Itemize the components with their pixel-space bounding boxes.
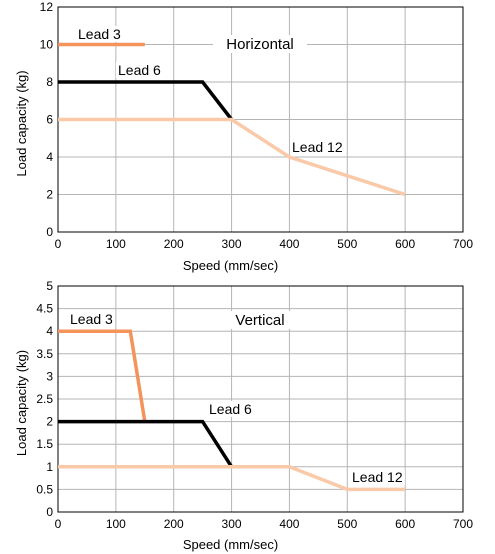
y-tick-labels: 0 2 4 6 8 10 12 xyxy=(40,0,54,239)
series-line-lead-6 xyxy=(58,80,233,121)
y-tick-label: 3 xyxy=(46,369,53,383)
x-tick-labels: 0 100 200 300 400 500 600 700 xyxy=(55,517,474,531)
y-tick-label: 2.5 xyxy=(36,392,53,406)
series-label-lead-6: Lead 6 xyxy=(209,401,252,417)
series-label-background xyxy=(207,401,255,417)
series-lines xyxy=(58,42,406,197)
x-tick-label: 300 xyxy=(222,237,242,251)
chart-title: Horizontal xyxy=(226,36,294,53)
y-tick-label: 2 xyxy=(46,188,53,202)
y-tick-label: 0.5 xyxy=(36,482,53,496)
y-tick-label: 4 xyxy=(46,324,53,338)
y-tick-label: 6 xyxy=(46,113,53,127)
y-tick-label: 5 xyxy=(46,279,53,293)
series-line-lead-6 xyxy=(58,419,234,468)
plot-frame xyxy=(57,285,464,513)
chart-title-group: Horizontal xyxy=(213,35,307,53)
y-tick-label: 0 xyxy=(46,505,53,519)
y-axis-label: Load capacity (kg) xyxy=(14,350,29,456)
x-tick-label: 0 xyxy=(55,517,62,531)
x-tick-label: 600 xyxy=(395,237,415,251)
y-tick-label: 0 xyxy=(46,225,53,239)
chart-title-group: Vertical xyxy=(225,311,295,329)
y-tick-label: 4 xyxy=(46,150,53,164)
y-tick-label: 1 xyxy=(46,460,53,474)
series-label-lead-3: Lead 3 xyxy=(70,311,113,327)
x-tick-label: 500 xyxy=(337,237,357,251)
y-tick-labels: 0 0.5 1 1.5 2 2.5 3 3.5 4 4.5 5 xyxy=(36,279,53,519)
series-label-background xyxy=(76,26,124,42)
series-label-lead-12: Lead 12 xyxy=(292,139,343,155)
series-label-background xyxy=(350,469,405,485)
y-tick-label: 1.5 xyxy=(36,437,53,451)
series-label-lead-6: Lead 6 xyxy=(118,62,161,78)
x-tick-label: 500 xyxy=(337,517,357,531)
chart-title-background xyxy=(225,311,295,329)
x-tick-labels: 0 100 200 300 400 500 600 700 xyxy=(55,237,474,251)
series-line-lead-3 xyxy=(58,329,147,422)
series-label-lead-12: Lead 12 xyxy=(352,469,403,485)
series-label-background xyxy=(116,62,164,78)
y-axis-label: Load capacity (kg) xyxy=(14,70,29,176)
x-tick-label: 200 xyxy=(164,517,184,531)
series-label-lead-3: Lead 3 xyxy=(78,26,121,42)
chart-title: Vertical xyxy=(235,312,284,329)
series-line-lead-12 xyxy=(58,117,406,197)
series-label-background xyxy=(68,311,116,327)
series-label-background xyxy=(290,139,345,155)
x-tick-label: 600 xyxy=(395,517,415,531)
series-labels: Lead 3 Lead 6 Lead 12 xyxy=(68,311,405,485)
y-tick-label: 12 xyxy=(40,0,54,14)
y-tick-label: 10 xyxy=(40,38,54,52)
series-line-lead-12 xyxy=(58,465,406,492)
x-axis-label: Speed (mm/sec) xyxy=(183,258,278,273)
chart-title-background xyxy=(213,35,307,53)
y-tick-label: 3.5 xyxy=(36,347,53,361)
x-tick-label: 100 xyxy=(106,517,126,531)
y-tick-label: 2 xyxy=(46,415,53,429)
x-tick-label: 100 xyxy=(106,237,126,251)
x-tick-label: 0 xyxy=(55,237,62,251)
x-tick-label: 400 xyxy=(279,237,299,251)
x-tick-label: 300 xyxy=(222,517,242,531)
chart-panel-vertical: 0 0.5 1 1.5 2 2.5 3 3.5 4 4.5 5 0 100 200 300 400 500 60… xyxy=(14,279,473,552)
x-axis-label: Speed (mm/sec) xyxy=(183,537,278,552)
series-lines xyxy=(58,329,406,492)
series-labels: Lead 3 Lead 6 Lead 12 xyxy=(76,26,345,155)
x-tick-label: 700 xyxy=(453,237,473,251)
x-tick-label: 400 xyxy=(279,517,299,531)
y-tick-label: 8 xyxy=(46,75,53,89)
x-tick-label: 700 xyxy=(453,517,473,531)
x-tick-label: 200 xyxy=(164,237,184,251)
y-tick-label: 4.5 xyxy=(36,302,53,316)
